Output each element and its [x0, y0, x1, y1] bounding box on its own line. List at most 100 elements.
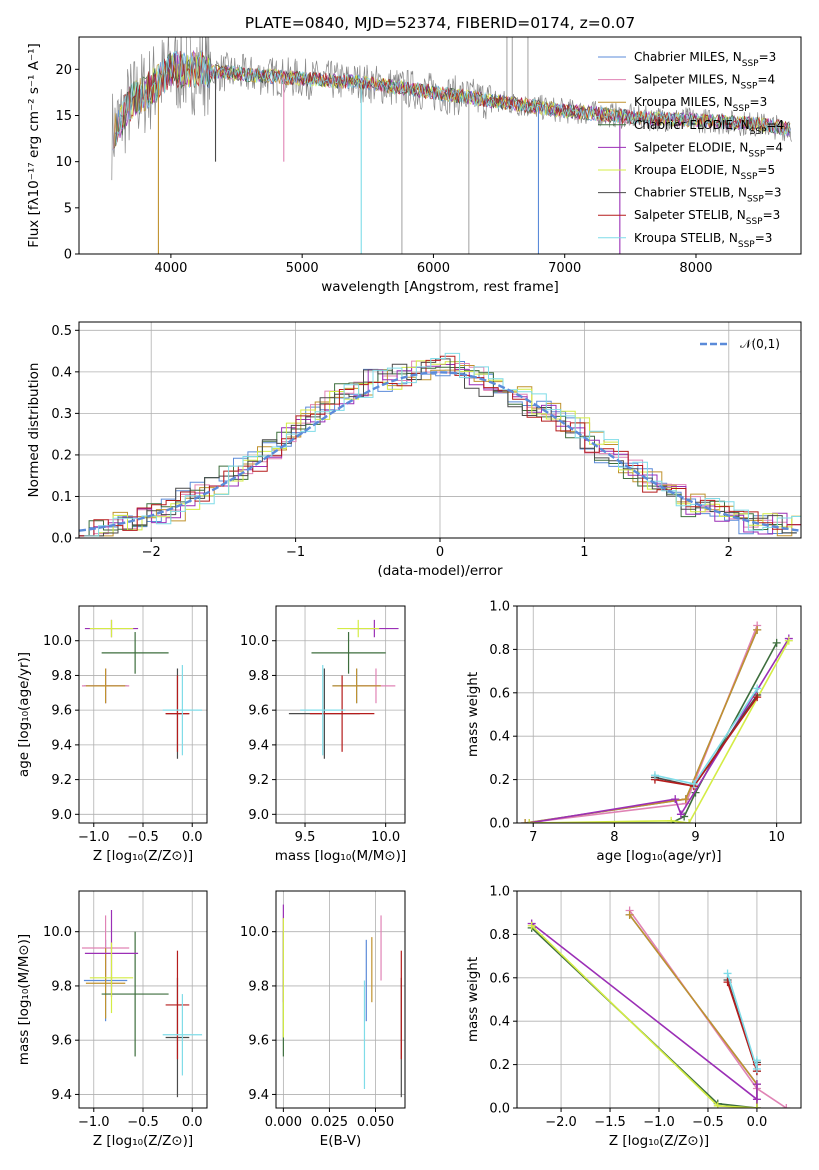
- x-tick-label: 0.0: [182, 1115, 203, 1130]
- y-axis-label: Flux [fλ10⁻¹⁷ erg cm⁻² s⁻¹ A⁻¹]: [26, 43, 42, 248]
- gaussian-curve: [79, 371, 801, 532]
- y-tick-label: 9.2: [51, 773, 72, 788]
- histogram-step-kroupa-stelib: [84, 352, 801, 537]
- weight-line-kroupa-elodie: [529, 640, 790, 823]
- model-line-kroupa-stelib: [115, 51, 790, 145]
- panel-weight-vs-age: 7 8 9 10 0.0 0.2 0.4 0.6 0.8 1.0 age [log₁₀(age/yr…: [465, 600, 802, 864]
- model-line-salpeter-stelib: [115, 51, 790, 146]
- y-tick-label: 0: [64, 248, 72, 263]
- y-tick-label: 0.0: [489, 1102, 510, 1117]
- y-tick-label: 9.8: [51, 669, 72, 684]
- legend-tail: =3: [755, 231, 773, 245]
- weight-marker-kroupa-miles: [521, 819, 530, 823]
- x-axis-label: age [log₁₀(age/yr)]: [596, 848, 721, 864]
- histogram-step-kroupa-elodie: [84, 360, 801, 537]
- plot-area-age-vs-mass: [288, 619, 399, 759]
- panel-age-vs-mass: 9.5 10.0 9.0 9.2 9.4 9.6 9.8 10.0 mass [log₁₀(M/…: [240, 605, 406, 864]
- x-tick-label: 0.025: [311, 1115, 348, 1130]
- x-tick-label: 9.5: [295, 830, 316, 845]
- x-tick-label: 0: [436, 545, 444, 560]
- y-tick-label: 9.0: [51, 808, 72, 823]
- y-tick-label: 0.1: [51, 490, 72, 505]
- y-axis-label: mass weight: [465, 957, 481, 1042]
- weight-line-salpeter-miles: [525, 625, 758, 823]
- y-tick-label: 0.0: [51, 532, 72, 547]
- weight-marker-kroupa-miles: [625, 910, 634, 919]
- y-tick-label: 0.4: [51, 365, 72, 380]
- weight-marker-kroupa-elodie: [527, 921, 536, 930]
- x-tick-label: −0.5: [127, 1115, 159, 1130]
- legend-label: Kroupa ELODIE, NSSP=5: [634, 163, 775, 182]
- plot-area-age-vs-Z: [81, 619, 203, 759]
- weight-marker-kroupa-elodie: [752, 1104, 761, 1108]
- plot-area-weight-vs-age: [521, 621, 793, 823]
- x-tick-label: −1.0: [643, 1115, 675, 1130]
- y-tick-label: 9.6: [248, 704, 269, 719]
- weight-marker-salpeter-elodie: [752, 1080, 761, 1089]
- legend-subscript: SSP: [742, 59, 759, 69]
- plot-area-residuals: [79, 352, 801, 537]
- x-tick-label: −1.0: [78, 1115, 110, 1130]
- y-tick-label: 9.4: [51, 738, 72, 753]
- weight-line-chabrier-miles: [524, 629, 758, 823]
- x-tick-label: 7000: [548, 261, 581, 276]
- y-tick-label: 1.0: [489, 600, 510, 615]
- x-tick-label: −1.5: [594, 1115, 626, 1130]
- legend-subscript: SSP: [733, 104, 750, 114]
- legend-tail: =3: [763, 208, 781, 222]
- legend-subscript: SSP: [747, 195, 764, 205]
- x-tick-label: −1.0: [78, 830, 110, 845]
- x-tick-label: −1: [286, 545, 305, 560]
- axes-frame: [275, 890, 406, 1109]
- y-tick-label: 9.2: [248, 773, 269, 788]
- y-tick-label: 10.0: [240, 634, 269, 649]
- x-tick-label: 7: [529, 830, 537, 845]
- y-tick-label: 9.8: [51, 979, 72, 994]
- plot-area-weight-vs-Z: [527, 906, 791, 1108]
- y-tick-label: 0.8: [489, 643, 510, 658]
- histogram-step-kroupa-miles: [84, 365, 801, 537]
- legend-subscript: SSP: [746, 217, 763, 227]
- weight-marker-kroupa-elodie: [685, 819, 694, 823]
- x-tick-label: 2: [725, 545, 733, 560]
- legend-label: Salpeter MILES, NSSP=4: [634, 73, 775, 92]
- weight-line-kroupa-elodie: [531, 925, 757, 1108]
- weight-marker-salpeter-elodie: [752, 1095, 761, 1104]
- y-tick-label: 0.5: [51, 324, 72, 339]
- y-tick-label: 0.0: [489, 817, 510, 832]
- x-tick-label: −0.5: [127, 830, 159, 845]
- legend-subscript: SSP: [741, 82, 758, 92]
- weight-marker-kroupa-miles: [753, 625, 762, 634]
- plot-area-mass-vs-Z: [81, 909, 203, 1098]
- x-tick-label: 5000: [286, 261, 319, 276]
- x-tick-label: 6000: [417, 261, 450, 276]
- legend-subscript: SSP: [738, 240, 755, 250]
- y-tick-label: 9.4: [248, 1088, 269, 1103]
- legend-label: Chabrier STELIB, NSSP=3: [634, 186, 782, 205]
- weight-marker-kroupa-elodie: [667, 816, 676, 823]
- y-tick-label: 10.0: [240, 925, 269, 940]
- x-tick-label: 8000: [679, 261, 712, 276]
- x-axis-label: Z [log₁₀(Z/Z⊙)]: [609, 1133, 709, 1149]
- weight-marker-chabrier-elodie: [772, 638, 781, 647]
- weight-marker-salpeter-stelib: [753, 693, 762, 702]
- legend-subscript: SSP: [750, 127, 767, 137]
- weight-marker-kroupa-stelib: [650, 771, 659, 780]
- weight-marker-kroupa-stelib: [752, 1056, 761, 1065]
- legend-label: Salpeter STELIB, NSSP=3: [634, 208, 780, 227]
- y-tick-label: 9.8: [248, 669, 269, 684]
- panel-mass-vs-Z: −1.0 −0.5 0.0 9.4 9.6 9.8 10.0 Z [log₁₀(Z/Z⊙)] m…: [16, 890, 208, 1149]
- x-tick-label: 10: [768, 830, 785, 845]
- y-tick-label: 9.4: [248, 738, 269, 753]
- axes-frame: [78, 36, 802, 255]
- legend-label: Chabrier MILES, NSSP=3: [634, 50, 776, 69]
- y-tick-label: 0.4: [489, 730, 510, 745]
- y-axis-label: Normed distribution: [26, 363, 42, 498]
- y-tick-label: 9.0: [248, 808, 269, 823]
- legend-tail: =5: [757, 163, 775, 177]
- legend-tail: =3: [759, 50, 777, 64]
- x-tick-label: 8: [610, 830, 618, 845]
- histogram-step-chabrier-stelib: [79, 358, 797, 537]
- y-tick-label: 1.0: [489, 885, 510, 900]
- weight-line-salpeter-elodie: [529, 638, 790, 823]
